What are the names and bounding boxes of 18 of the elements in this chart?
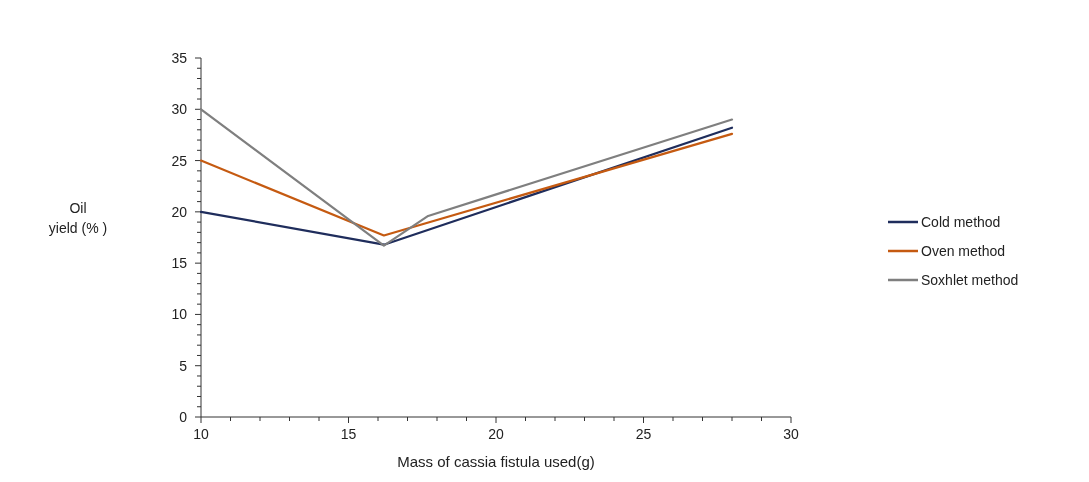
legend-label: Cold method [921,214,1001,230]
x-tick-label: 20 [488,426,504,442]
x-tick-label: 25 [635,426,652,442]
y-tick-label: 0 [179,409,188,425]
y-axis-title: Oil yield (% ) [48,200,108,236]
x-tick-label: 30 [783,426,799,442]
y-tick-label: 15 [171,255,188,272]
x-axis-title: Mass of cassia fistula used(g) [397,453,595,470]
y-tick-label: 35 [171,50,188,66]
y-tick-label: 5 [179,357,188,374]
y-tick-label: 25 [171,152,188,169]
y-tick-label: 20 [171,203,188,220]
legend-label: Soxhlet method [921,272,1019,288]
x-tick-label: 15 [340,426,357,442]
y-tick-label: 30 [171,101,188,118]
legend-label: Oven method [921,243,1006,259]
y-tick-label: 10 [171,306,188,323]
x-tick-label: 10 [193,426,209,442]
